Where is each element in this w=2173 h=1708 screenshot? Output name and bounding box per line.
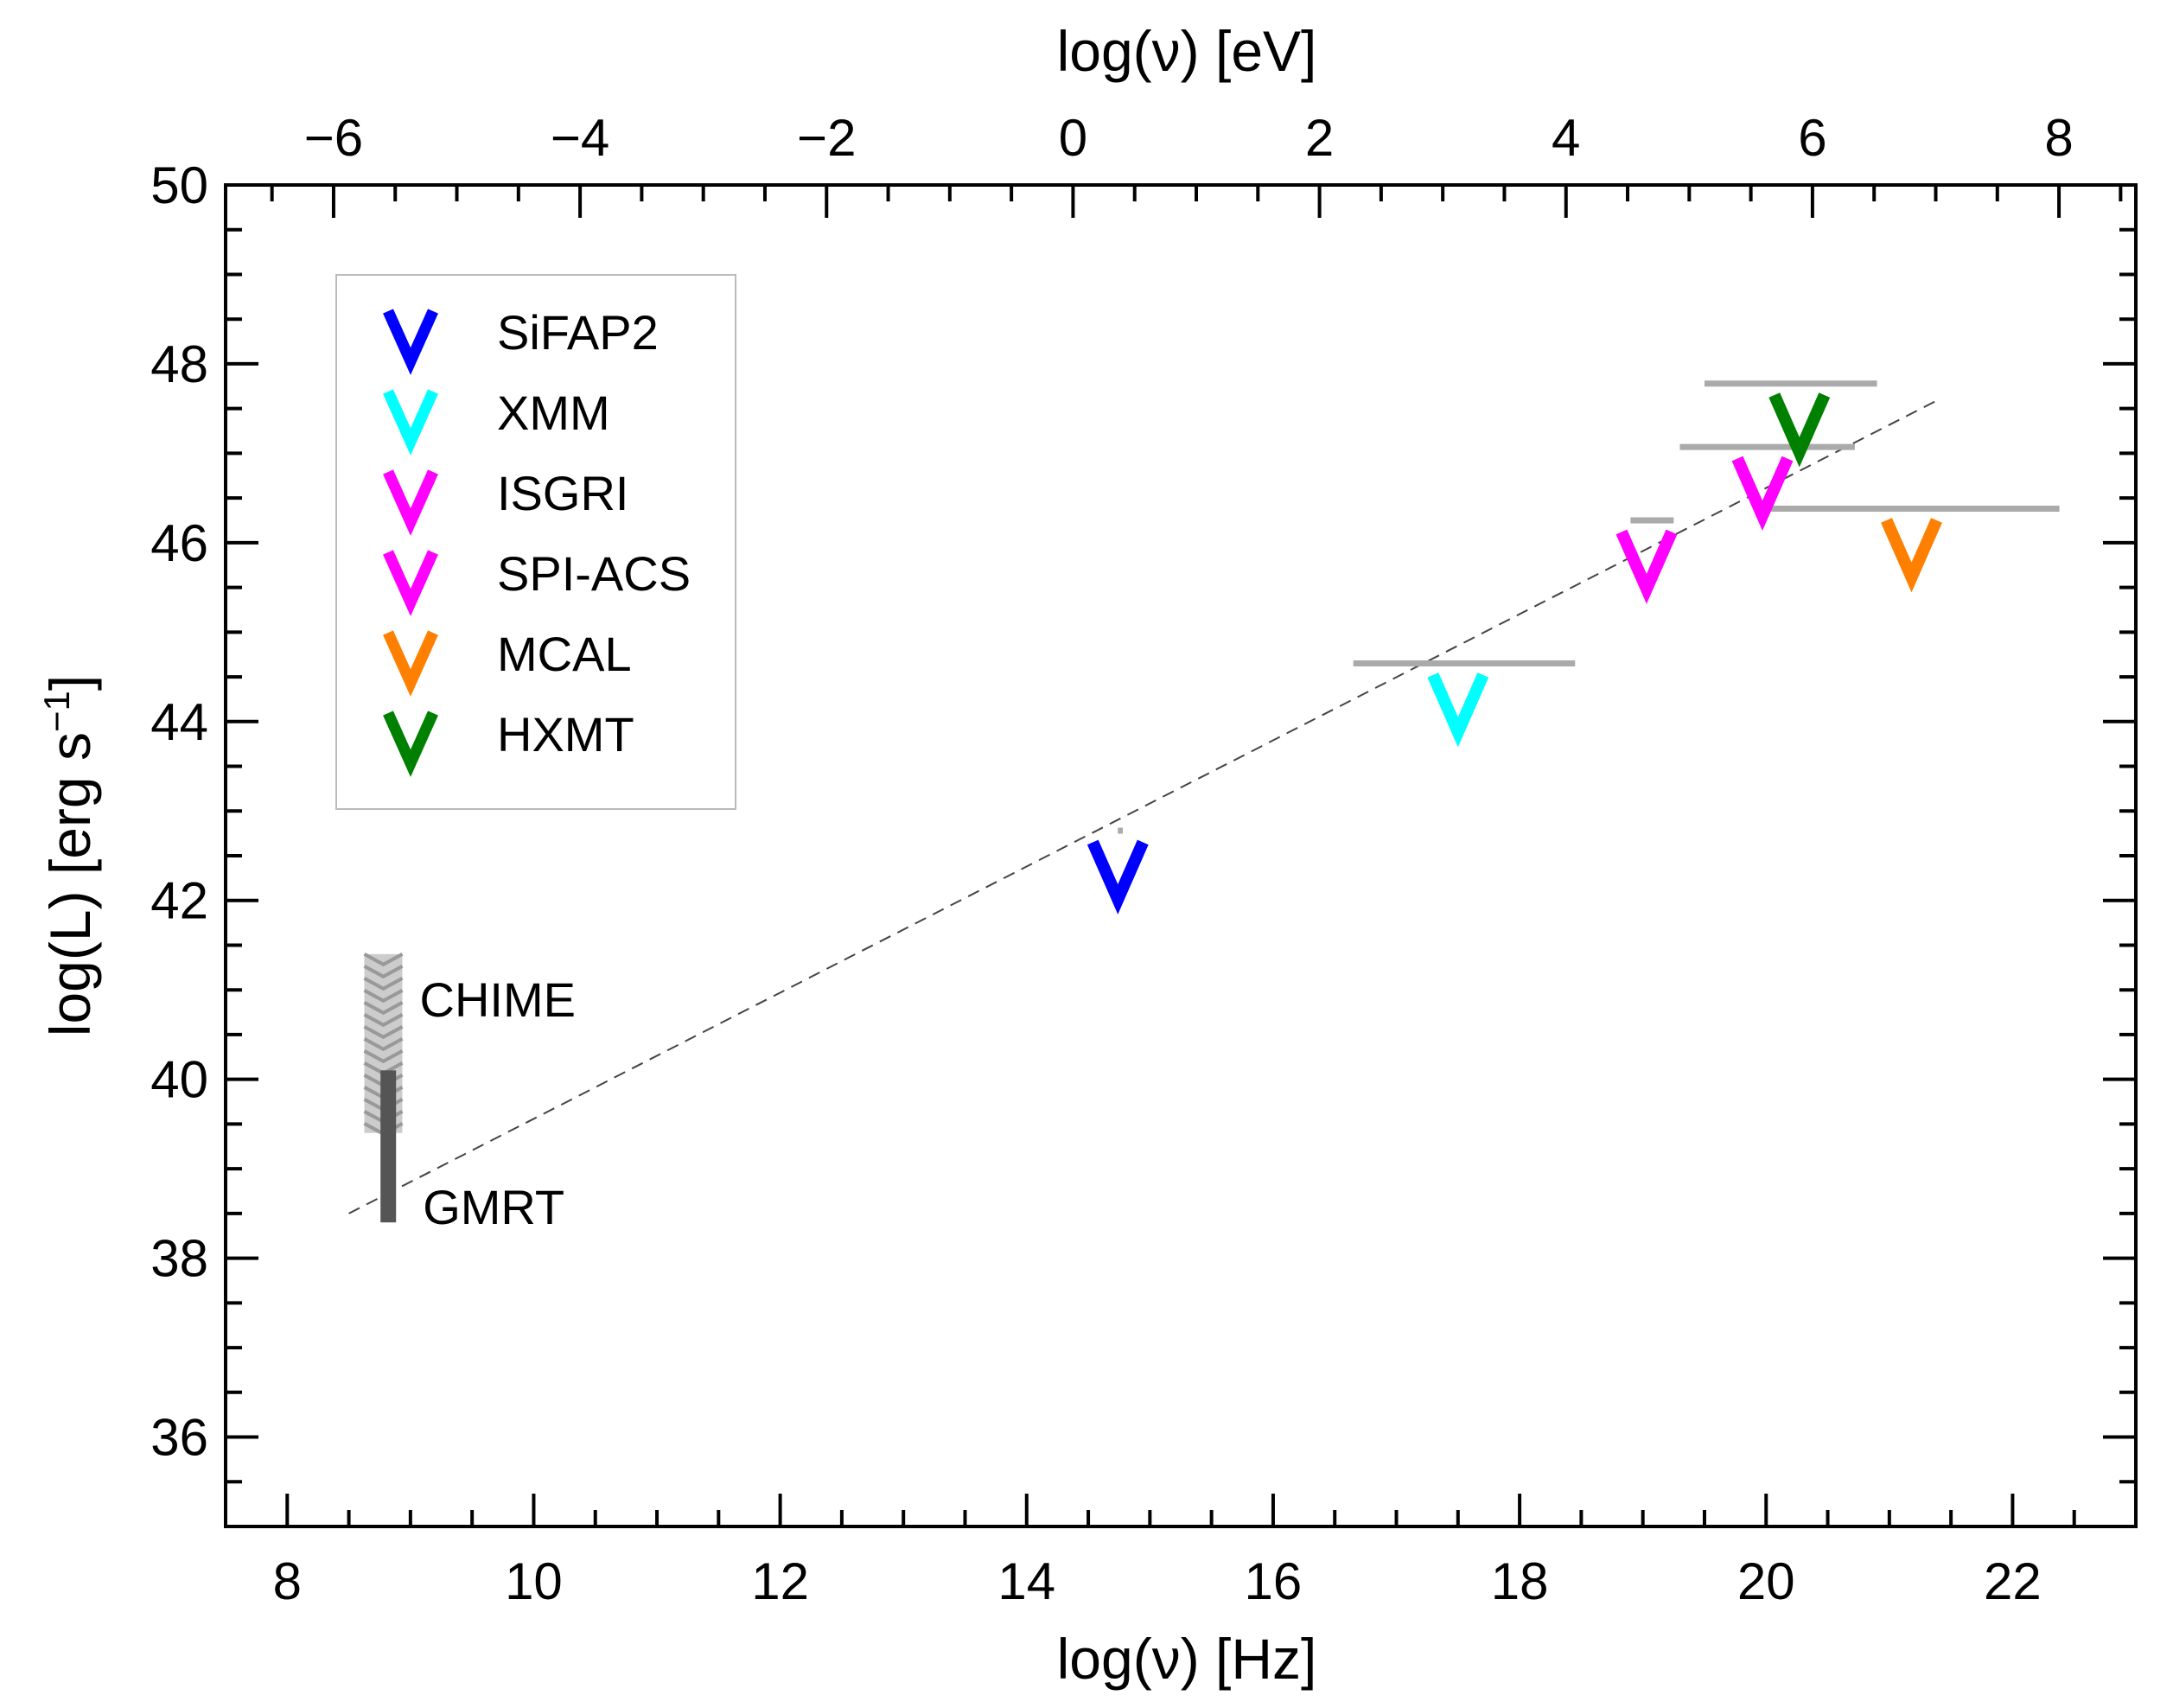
legend-marker-isgri bbox=[383, 469, 438, 536]
upper-limit-marker-mcal bbox=[1881, 518, 1942, 593]
radio-layer: CHIME GMRT bbox=[363, 953, 576, 1234]
x-axis-title: log(ν) [Hz] bbox=[1057, 1627, 1317, 1691]
upper-limit-marker-sifap2 bbox=[1086, 839, 1149, 915]
top-tick-label: 4 bbox=[1552, 109, 1580, 167]
top-tick-label: −6 bbox=[304, 109, 363, 167]
top-tick-label: 0 bbox=[1059, 109, 1087, 167]
upper-limit-marker-hxmt bbox=[1768, 392, 1831, 468]
y-tick-label: 36 bbox=[150, 1409, 208, 1467]
chime-label: CHIME bbox=[420, 972, 576, 1027]
x-tick-label: 12 bbox=[751, 1552, 809, 1610]
chime-hatch-mark bbox=[363, 977, 404, 991]
legend-label-xmm: XMM bbox=[497, 386, 610, 440]
top-tick-label: 2 bbox=[1305, 109, 1334, 167]
chime-hatch-mark bbox=[363, 1013, 404, 1028]
legend-marker-xmm bbox=[383, 389, 438, 456]
chime-hatch-mark bbox=[363, 1001, 404, 1016]
tick-layer bbox=[224, 183, 2138, 1528]
chime-hatch-mark bbox=[363, 1037, 404, 1052]
chime-hatch-mark bbox=[363, 1049, 404, 1064]
top-tick-label: −4 bbox=[551, 109, 609, 167]
y-tick-label: 38 bbox=[150, 1230, 208, 1288]
upper-limit-marker-isgri bbox=[1731, 456, 1794, 531]
legend: SiFAP2 XMM ISGRI SPI-ACS MCAL HXMT bbox=[335, 274, 736, 810]
legend-label-hxmt: HXMT bbox=[497, 707, 634, 762]
legend-marker-mcal bbox=[383, 630, 438, 697]
y-axis-title-main: log(L) [erg s bbox=[38, 732, 102, 1036]
y-axis-title: log(L) [erg s−1] bbox=[36, 675, 102, 1036]
top-tick-label: −2 bbox=[797, 109, 856, 167]
chime-hatch-mark bbox=[363, 989, 404, 1004]
y-tick-label: 46 bbox=[150, 514, 208, 572]
y-tick-label: 50 bbox=[150, 156, 208, 214]
legend-marker-spi-acs bbox=[383, 550, 438, 616]
y-tick-label: 40 bbox=[150, 1051, 208, 1109]
chime-hatch-mark bbox=[363, 1025, 404, 1040]
band-layer bbox=[1118, 380, 2060, 834]
upper-limit-marker-spi-acs bbox=[1615, 529, 1678, 604]
top-tick-label: 6 bbox=[1798, 109, 1826, 167]
legend-label-isgri: ISGRI bbox=[497, 466, 628, 520]
legend-label-spi-acs: SPI-ACS bbox=[497, 546, 691, 601]
legend-label-mcal: MCAL bbox=[497, 627, 632, 681]
x-tick-label: 18 bbox=[1491, 1552, 1549, 1610]
upper-limit-marker-xmm bbox=[1427, 672, 1489, 748]
y-axis-title-close: ] bbox=[38, 675, 102, 691]
x-tick-label: 16 bbox=[1245, 1552, 1303, 1610]
x-tick-label: 14 bbox=[997, 1552, 1055, 1610]
legend-marker-sifap2 bbox=[383, 309, 438, 375]
top-tick-label: 8 bbox=[2044, 109, 2073, 167]
gmrt-bar bbox=[380, 1070, 397, 1223]
x-tick-label: 20 bbox=[1737, 1552, 1795, 1610]
top-axis-title: log(ν) [eV] bbox=[1057, 19, 1317, 83]
x-tick-label: 8 bbox=[273, 1552, 302, 1610]
gmrt-label: GMRT bbox=[423, 1180, 564, 1234]
legend-marker-hxmt bbox=[383, 711, 438, 777]
chime-hatch-mark bbox=[363, 965, 404, 979]
y-tick-label: 44 bbox=[150, 693, 208, 751]
legend-label-sifap2: SiFAP2 bbox=[497, 305, 659, 360]
chime-hatch-mark bbox=[363, 953, 404, 967]
x-tick-label: 22 bbox=[1984, 1552, 2042, 1610]
x-tick-label: 10 bbox=[505, 1552, 563, 1610]
marker-layer bbox=[1086, 392, 1942, 915]
y-tick-label: 42 bbox=[150, 872, 208, 930]
legend-box bbox=[335, 274, 736, 810]
y-tick-label: 48 bbox=[150, 335, 208, 393]
y-axis-title-superscript: −1 bbox=[36, 691, 77, 732]
